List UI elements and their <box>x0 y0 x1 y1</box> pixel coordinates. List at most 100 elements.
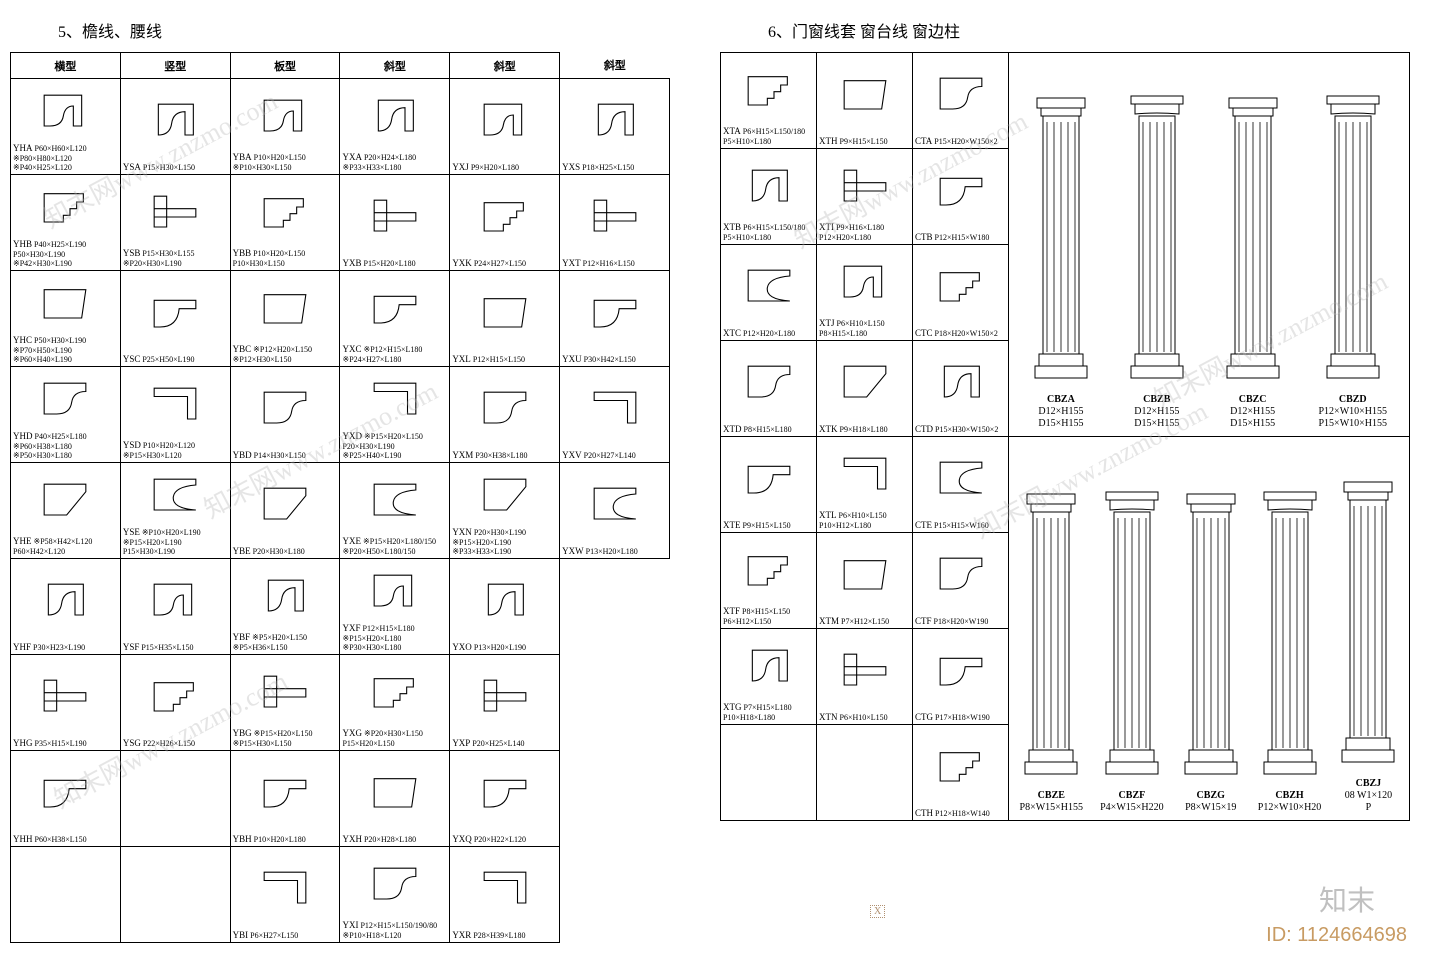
profile-shape <box>121 655 230 738</box>
profile-shape <box>913 629 1008 712</box>
profile-shape <box>913 245 1008 328</box>
profile-cell: CTB P12×H15×W180 <box>913 149 1009 245</box>
profile-label: YXO P13×H20×L190 <box>450 642 559 654</box>
zhimo-logo: 知末 <box>1319 879 1375 919</box>
profile-shape <box>560 271 669 354</box>
profile-cell: YXH P20×H28×L180 <box>340 751 450 847</box>
profile-label: YHD P40×H25×L180 ※P60×H38×L180 ※P50×H30×… <box>11 431 120 462</box>
profile-label: YBH P10×H20×L180 <box>231 834 340 846</box>
profile-label: YHA P60×H60×L120 ※P80×H80×L120 ※P40×H25×… <box>11 143 120 174</box>
profile-label: YBI P6×H27×L150 <box>231 930 340 942</box>
profile-label: XTB P6×H15×L150/180 P5×H10×L180 <box>721 222 816 244</box>
profile-label: XTC P12×H20×L180 <box>721 328 816 340</box>
profile-cell: YXN P20×H30×L190 ※P15×H20×L190 ※P33×H33×… <box>450 463 560 559</box>
profile-label: YHH P60×H38×L150 <box>11 834 120 846</box>
profile-label: YHE ※P58×H42×L120 P60×H42×L120 <box>11 536 120 558</box>
profile-label: YXI P12×H15×L150/190/80 ※P10×H18×L120 <box>340 920 449 942</box>
profile-shape <box>340 559 449 623</box>
col-head-0: 横型 <box>11 53 121 79</box>
profile-shape <box>231 559 340 632</box>
pilaster-label: CBZHP12×W10×H20 <box>1258 790 1322 814</box>
pilaster-label: CBZCD12×H155D15×H155 <box>1223 394 1283 430</box>
profile-cell: YSB P15×H30×L155 ※P20×H30×L190 <box>120 175 230 271</box>
profile-shape <box>121 79 230 162</box>
profile-shape <box>450 367 559 450</box>
profile-shape <box>560 175 669 258</box>
profile-shape <box>450 751 559 834</box>
profile-shape <box>11 463 120 536</box>
profile-label: YSC P25×H50×L190 <box>121 354 230 366</box>
profile-label: CTH P12×H18×W140 <box>913 808 1008 820</box>
profile-shape <box>340 751 449 834</box>
profile-shape <box>11 79 120 143</box>
profile-label: YXM P30×H38×L180 <box>450 450 559 462</box>
profile-shape <box>913 53 1008 136</box>
profile-shape <box>340 655 449 728</box>
pilaster-label: CBZJ08 W1×120P <box>1338 778 1398 814</box>
pilaster-label: CBZBD12×H155D15×H155 <box>1127 394 1187 430</box>
profile-shape <box>913 725 1008 808</box>
profile-label: YXE ※P15×H20×L180/150 ※P20×H50×L180/150 <box>340 536 449 558</box>
profile-shape <box>450 463 559 527</box>
col-head-2: 板型 <box>230 53 340 79</box>
profile-cell: XTJ P6×H10×L150 P8×H15×L180 <box>817 245 913 341</box>
profile-label: YBD P14×H30×L150 <box>231 450 340 462</box>
pilaster: CBZDP12×W10×H155P15×W10×H155 <box>1319 87 1388 430</box>
profile-shape <box>121 367 230 440</box>
profile-cell: YSD P10×H20×L120 ※P15×H30×L120 <box>120 367 230 463</box>
profile-cell: YXC ※P12×H15×L180 ※P24×H27×L180 <box>340 271 450 367</box>
pilaster-group-bottom: CBZEP8×W15×H155 CBZFP4×W15×H220 CBZGP8×W… <box>1009 437 1410 821</box>
profile-label: YXF P12×H15×L180 ※P15×H20×L180 ※P30×H30×… <box>340 623 449 654</box>
profile-cell: YSC P25×H50×L190 <box>120 271 230 367</box>
profile-shape <box>721 149 816 222</box>
profile-cell: YBC ※P12×H20×L150 ※P12×H30×L150 <box>230 271 340 367</box>
pilaster-label: CBZDP12×W10×H155P15×W10×H155 <box>1319 394 1388 430</box>
profile-cell: YHB P40×H25×L190 P50×H30×L190 ※P42×H30×L… <box>11 175 121 271</box>
pilaster: CBZAD12×H155D15×H155 <box>1031 87 1091 430</box>
profile-label: XTK P9×H18×L180 <box>817 424 912 436</box>
profile-label: YXD ※P15×H20×L150 P20×H30×L190 ※P25×H40×… <box>340 431 449 462</box>
pilaster-label: CBZAD12×H155D15×H155 <box>1031 394 1091 430</box>
profile-cell: YXP P20×H25×L140 <box>450 655 560 751</box>
profile-cell <box>120 751 230 847</box>
profile-label: YHF P30×H23×L190 <box>11 642 120 654</box>
profile-cell: YBB P10×H20×L150 P10×H30×L150 <box>230 175 340 271</box>
profile-cell: YBF ※P5×H20×L150 ※P5×H36×L150 <box>230 559 340 655</box>
profile-cell: CTC P18×H20×W150×2 <box>913 245 1009 341</box>
profile-cell: CTA P15×H20×W150×2 <box>913 53 1009 149</box>
pilaster-label: CBZEP8×W15×H155 <box>1020 790 1084 814</box>
profile-cell: YXB P15×H20×L180 <box>340 175 450 271</box>
profile-label: CTA P15×H20×W150×2 <box>913 136 1008 148</box>
profile-cell: CTD P15×H30×W150×2 <box>913 341 1009 437</box>
profile-shape <box>721 341 816 424</box>
profile-shape <box>450 175 559 258</box>
profile-cell: XTL P6×H10×L150 P10×H12×L180 <box>817 437 913 533</box>
profile-cell <box>817 725 913 821</box>
profile-shape <box>231 79 340 152</box>
profile-cell: YXJ P9×H20×L180 <box>450 79 560 175</box>
profile-cell: YXF P12×H15×L180 ※P15×H20×L180 ※P30×H30×… <box>340 559 450 655</box>
profile-shape <box>450 79 559 162</box>
profile-shape <box>121 175 230 248</box>
profile-shape <box>340 847 449 920</box>
profile-label: YXA P20×H24×L180 ※P33×H33×L180 <box>340 152 449 174</box>
profile-cell: XTK P9×H18×L180 <box>817 341 913 437</box>
profile-label: YXP P20×H25×L140 <box>450 738 559 750</box>
profile-label: YSG P22×H26×L150 <box>121 738 230 750</box>
profile-shape <box>11 271 120 335</box>
profile-label: YBG ※P15×H20×L150 ※P15×H30×L150 <box>231 728 340 750</box>
profile-shape <box>913 149 1008 232</box>
profile-cell: YHH P60×H38×L150 <box>11 751 121 847</box>
profile-shape <box>121 463 230 527</box>
profile-cell: YXV P20×H27×L140 <box>560 367 670 463</box>
profile-shape <box>450 559 559 642</box>
profile-label: YXK P24×H27×L150 <box>450 258 559 270</box>
profile-shape <box>913 341 1008 424</box>
profile-cell: YXK P24×H27×L150 <box>450 175 560 271</box>
profile-shape <box>450 271 559 354</box>
profile-cell: YXD ※P15×H20×L150 P20×H30×L190 ※P25×H40×… <box>340 367 450 463</box>
profile-shape <box>817 533 912 616</box>
profile-label: YSA P15×H30×L150 <box>121 162 230 174</box>
section6-table: XTA P6×H15×L150/180 P5×H10×L180 XTH P9×H… <box>720 52 1410 821</box>
profile-cell: XTN P6×H10×L150 <box>817 629 913 725</box>
